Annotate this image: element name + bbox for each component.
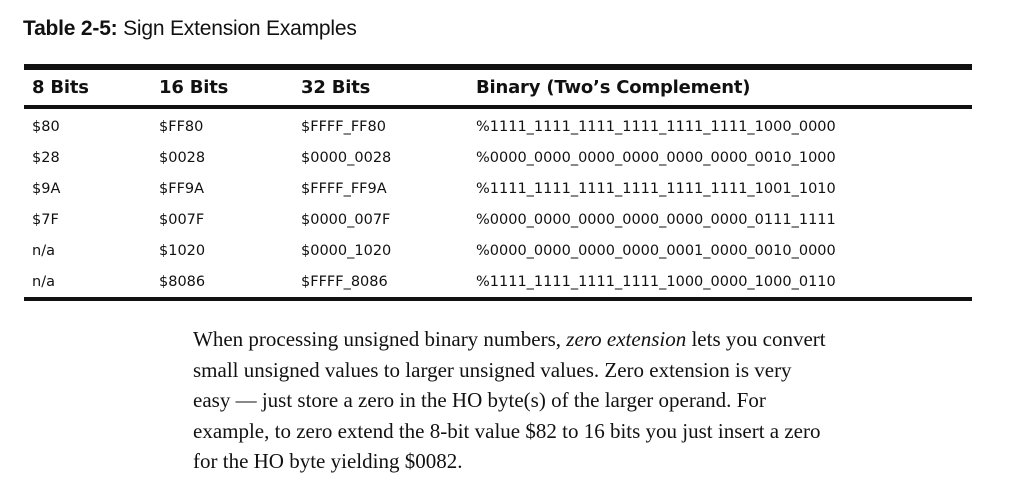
cell-binary: %0000_0000_0000_0000_0000_0000_0111_1111 [476,211,836,228]
cell-32-bits: $0000_0028 [301,149,392,166]
column-header-8-bits: 8 Bits [32,77,89,98]
emphasized-term: zero extension [566,327,687,351]
cell-8-bits: n/a [32,273,55,290]
paragraph-line: small unsigned values to larger unsigned… [193,357,792,382]
cell-binary: %1111_1111_1111_1111_1111_1111_1000_0000 [476,118,836,135]
cell-16-bits: $8086 [159,273,206,290]
column-header-32-bits: 32 Bits [301,77,371,98]
table-caption: Table 2-5: Sign Extension Examples [23,17,357,41]
table-rows: $80 $FF80 $FFFF_FF80 %1111_1111_1111_111… [24,109,972,297]
sign-extension-table: 8 Bits 16 Bits 32 Bits Binary (Two’s Com… [24,64,972,301]
table-header-row: 8 Bits 16 Bits 32 Bits Binary (Two’s Com… [24,70,972,105]
cell-16-bits: $007F [159,211,205,228]
cell-8-bits: n/a [32,242,55,259]
column-header-binary: Binary (Two’s Complement) [476,77,751,98]
table-bottom-rule [24,297,972,301]
cell-8-bits: $80 [32,118,60,135]
cell-16-bits: $FF9A [159,180,205,197]
paragraph-text: lets you convert [686,327,826,351]
cell-16-bits: $FF80 [159,118,204,135]
cell-binary: %1111_1111_1111_1111_1000_0000_1000_0110 [476,273,836,290]
cell-binary: %0000_0000_0000_0000_0001_0000_0010_0000 [476,242,836,259]
paragraph-line: easy — just store a zero in the HO byte(… [193,388,766,412]
table-row: $9A $FF9A $FFFF_FF9A %1111_1111_1111_111… [24,173,972,204]
table-row: $7F $007F $0000_007F %0000_0000_0000_000… [24,204,972,235]
cell-32-bits: $FFFF_FF80 [301,118,386,135]
cell-32-bits: $0000_007F [301,211,391,228]
table-caption-label: Table 2-5: [23,17,118,40]
table-row: $80 $FF80 $FFFF_FF80 %1111_1111_1111_111… [24,109,972,142]
table-row: n/a $8086 $FFFF_8086 %1111_1111_1111_111… [24,266,972,297]
cell-32-bits: $0000_1020 [301,242,392,259]
cell-8-bits: $28 [32,149,60,166]
cell-32-bits: $FFFF_8086 [301,273,388,290]
cell-binary: %0000_0000_0000_0000_0000_0000_0010_1000 [476,149,836,166]
cell-16-bits: $0028 [159,149,206,166]
cell-8-bits: $9A [32,180,61,197]
paragraph-line: for the HO byte yielding $0082. [193,449,463,473]
cell-binary: %1111_1111_1111_1111_1111_1111_1001_1010 [476,180,836,197]
table-header-rule [24,105,972,109]
table-body: 8 Bits 16 Bits 32 Bits Binary (Two’s Com… [24,70,972,105]
table-caption-title: Sign Extension Examples [123,17,357,40]
cell-32-bits: $FFFF_FF9A [301,180,387,197]
cell-8-bits: $7F [32,211,59,228]
paragraph-text: When processing unsigned binary numbers, [193,327,567,351]
column-header-16-bits: 16 Bits [159,77,229,98]
table-row: n/a $1020 $0000_1020 %0000_0000_0000_000… [24,235,972,266]
table-row: $28 $0028 $0000_0028 %0000_0000_0000_000… [24,142,972,173]
cell-16-bits: $1020 [159,242,206,259]
paragraph-line: example, to zero extend the 8-bit value … [193,418,821,443]
paragraph-line: When processing unsigned binary numbers,… [193,324,973,355]
body-paragraph: When processing unsigned binary numbers,… [193,324,973,477]
table-top-rule [24,64,972,70]
